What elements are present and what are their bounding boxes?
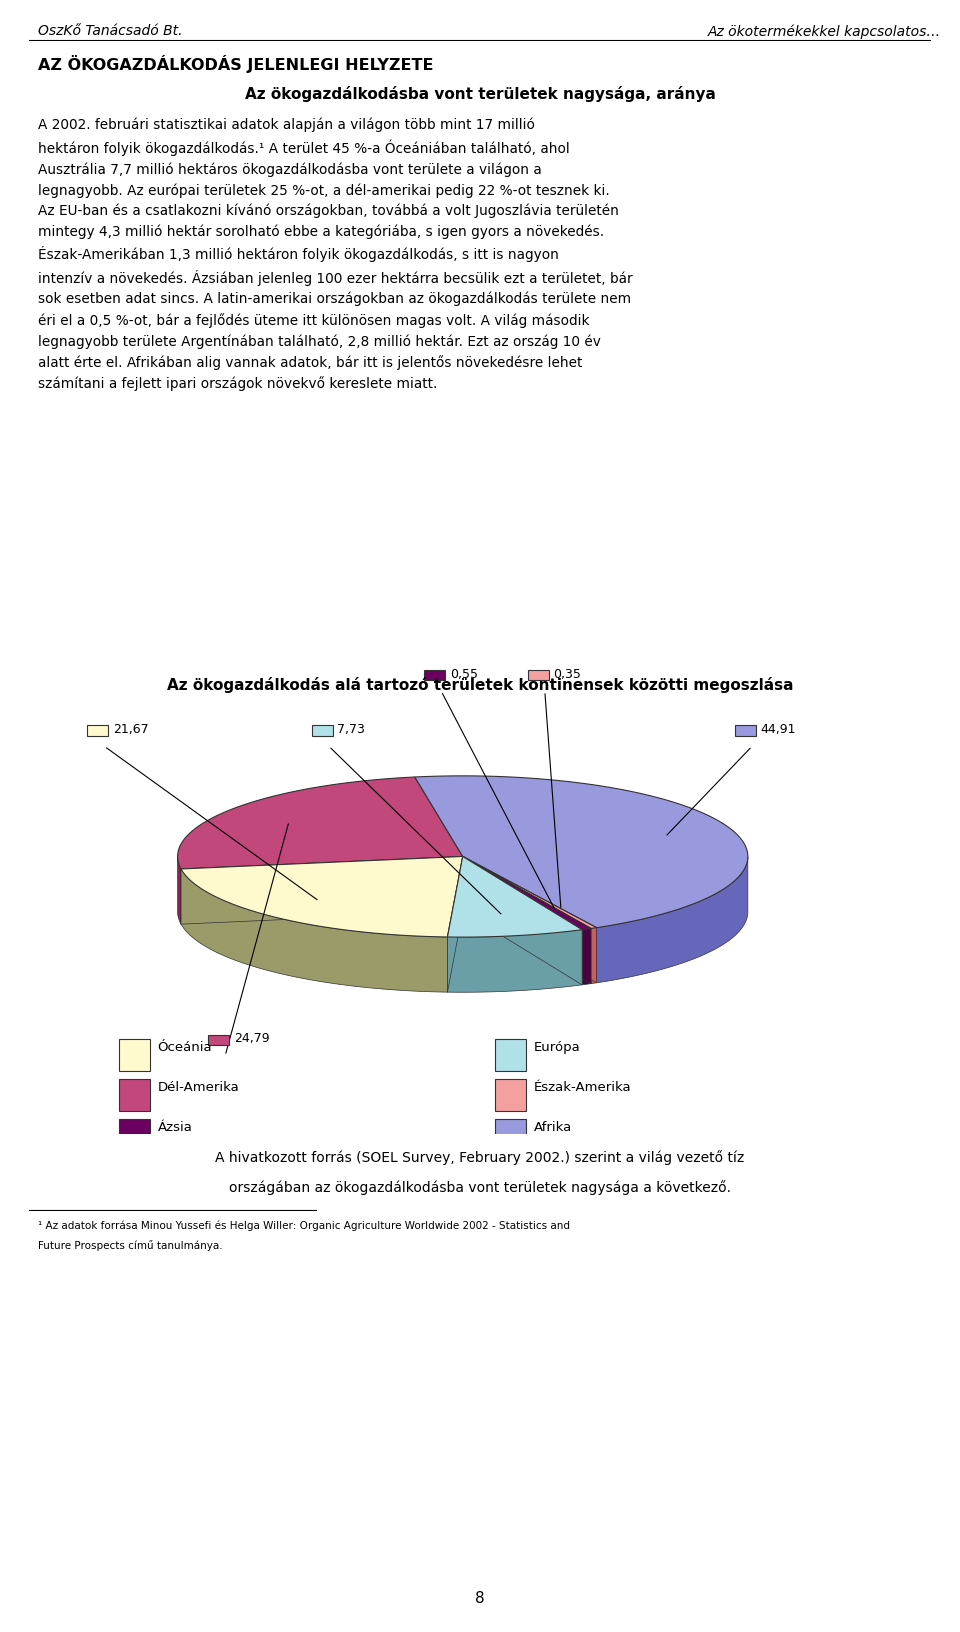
Polygon shape (463, 857, 596, 929)
Polygon shape (181, 857, 463, 924)
Polygon shape (181, 857, 463, 937)
Text: A hivatkozott forrás (SOEL Survey, February 2002.) szerint a világ vezető tíz: A hivatkozott forrás (SOEL Survey, Febru… (215, 1151, 745, 1165)
Text: Észak-Amerika: Észak-Amerika (534, 1080, 632, 1093)
Text: Future Prospects című tanulmánya.: Future Prospects című tanulmánya. (38, 1240, 223, 1252)
Polygon shape (178, 777, 463, 868)
Bar (495, 1079, 526, 1111)
Polygon shape (463, 857, 591, 984)
Bar (311, 725, 333, 736)
Text: országában az ökogazdálkodásba vont területek nagysága a következő.: országában az ökogazdálkodásba vont terü… (229, 1180, 731, 1195)
Text: 0,35: 0,35 (553, 667, 582, 681)
Polygon shape (447, 930, 582, 992)
Polygon shape (463, 857, 591, 984)
Text: Ázsia: Ázsia (157, 1121, 192, 1134)
Polygon shape (582, 929, 591, 984)
Text: Európa: Európa (534, 1041, 581, 1054)
Polygon shape (463, 857, 596, 982)
Text: Afrika: Afrika (534, 1121, 572, 1134)
Text: 21,67: 21,67 (113, 723, 149, 736)
Text: Az ökotermékekkel kapcsolatos…: Az ökotermékekkel kapcsolatos… (708, 24, 941, 39)
Polygon shape (447, 857, 463, 992)
Bar (208, 1035, 229, 1044)
Text: Dél-Amerika: Dél-Amerika (157, 1080, 239, 1093)
Text: 7,73: 7,73 (338, 723, 366, 736)
Text: A 2002. februári statisztikai adatok alapján a világon több mint 17 millió
hektá: A 2002. februári statisztikai adatok ala… (38, 118, 633, 392)
Polygon shape (463, 857, 582, 984)
Bar (424, 669, 445, 681)
Polygon shape (447, 857, 582, 937)
Polygon shape (181, 868, 447, 992)
Text: ¹ Az adatok forrása Minou Yussefi és Helga Willer: Organic Agriculture Worldwide: ¹ Az adatok forrása Minou Yussefi és Hel… (38, 1221, 570, 1231)
Polygon shape (415, 775, 748, 927)
Bar (87, 725, 108, 736)
Text: Óceánia: Óceánia (157, 1041, 212, 1054)
Polygon shape (447, 857, 463, 992)
Polygon shape (463, 857, 591, 930)
Text: Az ökogazdálkodásba vont területek nagysága, aránya: Az ökogazdálkodásba vont területek nagys… (245, 86, 715, 103)
Polygon shape (463, 857, 596, 982)
Text: 24,79: 24,79 (234, 1033, 270, 1046)
Bar (495, 1040, 526, 1072)
Bar (119, 1120, 150, 1152)
Text: AZ ÖKOGAZDÁLKODÁS JELENLEGI HELYZETE: AZ ÖKOGAZDÁLKODÁS JELENLEGI HELYZETE (38, 55, 434, 73)
Text: Az ökogazdálkodás alá tartozó területek kontinensek közötti megoszlása: Az ökogazdálkodás alá tartozó területek … (167, 677, 793, 694)
Bar (735, 725, 756, 736)
Polygon shape (178, 857, 181, 924)
Text: OszKő Tanácsadó Bt.: OszKő Tanácsadó Bt. (38, 24, 183, 39)
Bar (495, 1120, 526, 1152)
Text: 0,55: 0,55 (449, 667, 478, 681)
Polygon shape (181, 857, 463, 924)
Bar (119, 1079, 150, 1111)
Text: 44,91: 44,91 (761, 723, 796, 736)
Polygon shape (591, 927, 596, 984)
Bar (528, 669, 549, 681)
Text: 8: 8 (475, 1591, 485, 1606)
Polygon shape (596, 857, 748, 982)
Polygon shape (463, 857, 582, 984)
Bar (119, 1040, 150, 1072)
